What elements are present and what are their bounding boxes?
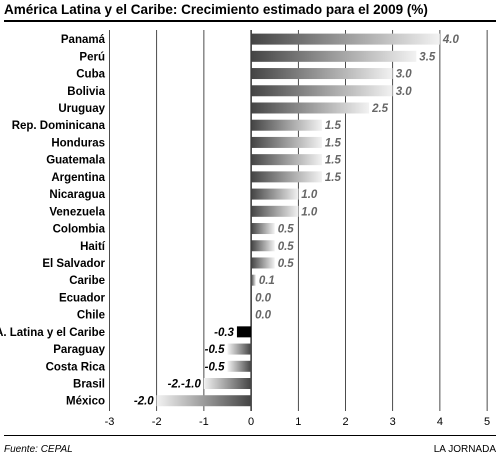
category-label: Ecuador	[59, 292, 106, 304]
bar	[251, 274, 256, 286]
value-label: 0.1	[259, 275, 275, 287]
value-label: 1.5	[325, 172, 342, 184]
chart-title: América Latina y el Caribe: Crecimiento …	[4, 2, 428, 17]
x-tick-label: 3	[390, 416, 396, 428]
value-label: 0.5	[278, 241, 295, 253]
category-label: Argentina	[51, 172, 105, 184]
category-label: Nicaragua	[49, 189, 105, 201]
bar	[251, 154, 322, 166]
category-label: Brasil	[73, 379, 105, 391]
category-label: México	[66, 396, 105, 408]
value-label: 3.0	[396, 69, 413, 81]
bar	[156, 395, 252, 407]
value-label: 0.0	[255, 310, 272, 322]
bar	[203, 378, 252, 390]
x-tick-label: 4	[437, 416, 443, 428]
bar	[251, 68, 393, 80]
category-label: Costa Rica	[46, 361, 106, 373]
bar	[251, 223, 275, 235]
value-label: -0.5	[205, 361, 225, 373]
bar	[251, 205, 299, 217]
category-label: Chile	[77, 310, 105, 322]
category-label: Haití	[80, 241, 106, 253]
bar	[251, 33, 440, 45]
value-label: 0.5	[278, 224, 295, 236]
category-label: A. Latina y el Caribe	[0, 327, 105, 339]
publisher-credit: LA JORNADA	[433, 444, 496, 455]
value-label: 3.5	[419, 51, 436, 63]
category-label: Venezuela	[49, 206, 105, 218]
bar	[251, 85, 393, 97]
category-label: Caribe	[69, 275, 105, 287]
bar	[251, 119, 322, 131]
x-tick-label: 0	[248, 416, 254, 428]
value-label: 1.0	[301, 189, 318, 201]
bar	[251, 50, 417, 62]
bar	[236, 326, 252, 338]
value-label: -0.5	[205, 344, 225, 356]
value-label: 1.5	[325, 155, 342, 167]
bar	[251, 240, 275, 252]
value-label: 2.5	[371, 103, 389, 115]
bar	[227, 360, 252, 372]
bar	[251, 257, 275, 269]
category-label: Guatemala	[46, 155, 105, 167]
value-label: 0.0	[255, 292, 272, 304]
x-tick-label: 5	[484, 416, 490, 428]
value-label: 0.5	[278, 258, 295, 270]
value-label: -0.3	[214, 327, 234, 339]
value-label: 1.5	[325, 120, 342, 132]
category-label: Cuba	[76, 69, 105, 81]
value-label: -2.0	[134, 396, 154, 408]
bar	[251, 171, 322, 183]
x-tick-label: 2	[342, 416, 348, 428]
category-label: Uruguay	[58, 103, 105, 115]
value-label: 1.5	[325, 137, 342, 149]
value-label: 3.0	[396, 86, 413, 98]
x-tick-label: 1	[295, 416, 301, 428]
source-note: Fuente: CEPAL	[4, 444, 73, 455]
category-label: El Salvador	[42, 258, 105, 270]
category-label: Rep. Dominicana	[12, 120, 106, 132]
bar	[251, 188, 299, 200]
category-label: Perú	[79, 51, 105, 63]
value-label: -2.-1.0	[168, 379, 202, 391]
category-label: Panamá	[61, 34, 106, 46]
x-tick-label: -3	[105, 416, 115, 428]
category-label: Colombia	[53, 224, 106, 236]
x-tick-label: -2	[152, 416, 162, 428]
chart-frame	[4, 20, 496, 436]
value-label: 4.0	[442, 34, 460, 46]
bar	[227, 343, 252, 355]
category-label: Bolivia	[67, 86, 105, 98]
category-label: Paraguay	[53, 344, 105, 356]
x-tick-label: -1	[199, 416, 209, 428]
bar	[251, 136, 322, 148]
bar	[251, 102, 370, 114]
category-label: Honduras	[51, 137, 105, 149]
value-label: 1.0	[301, 206, 318, 218]
